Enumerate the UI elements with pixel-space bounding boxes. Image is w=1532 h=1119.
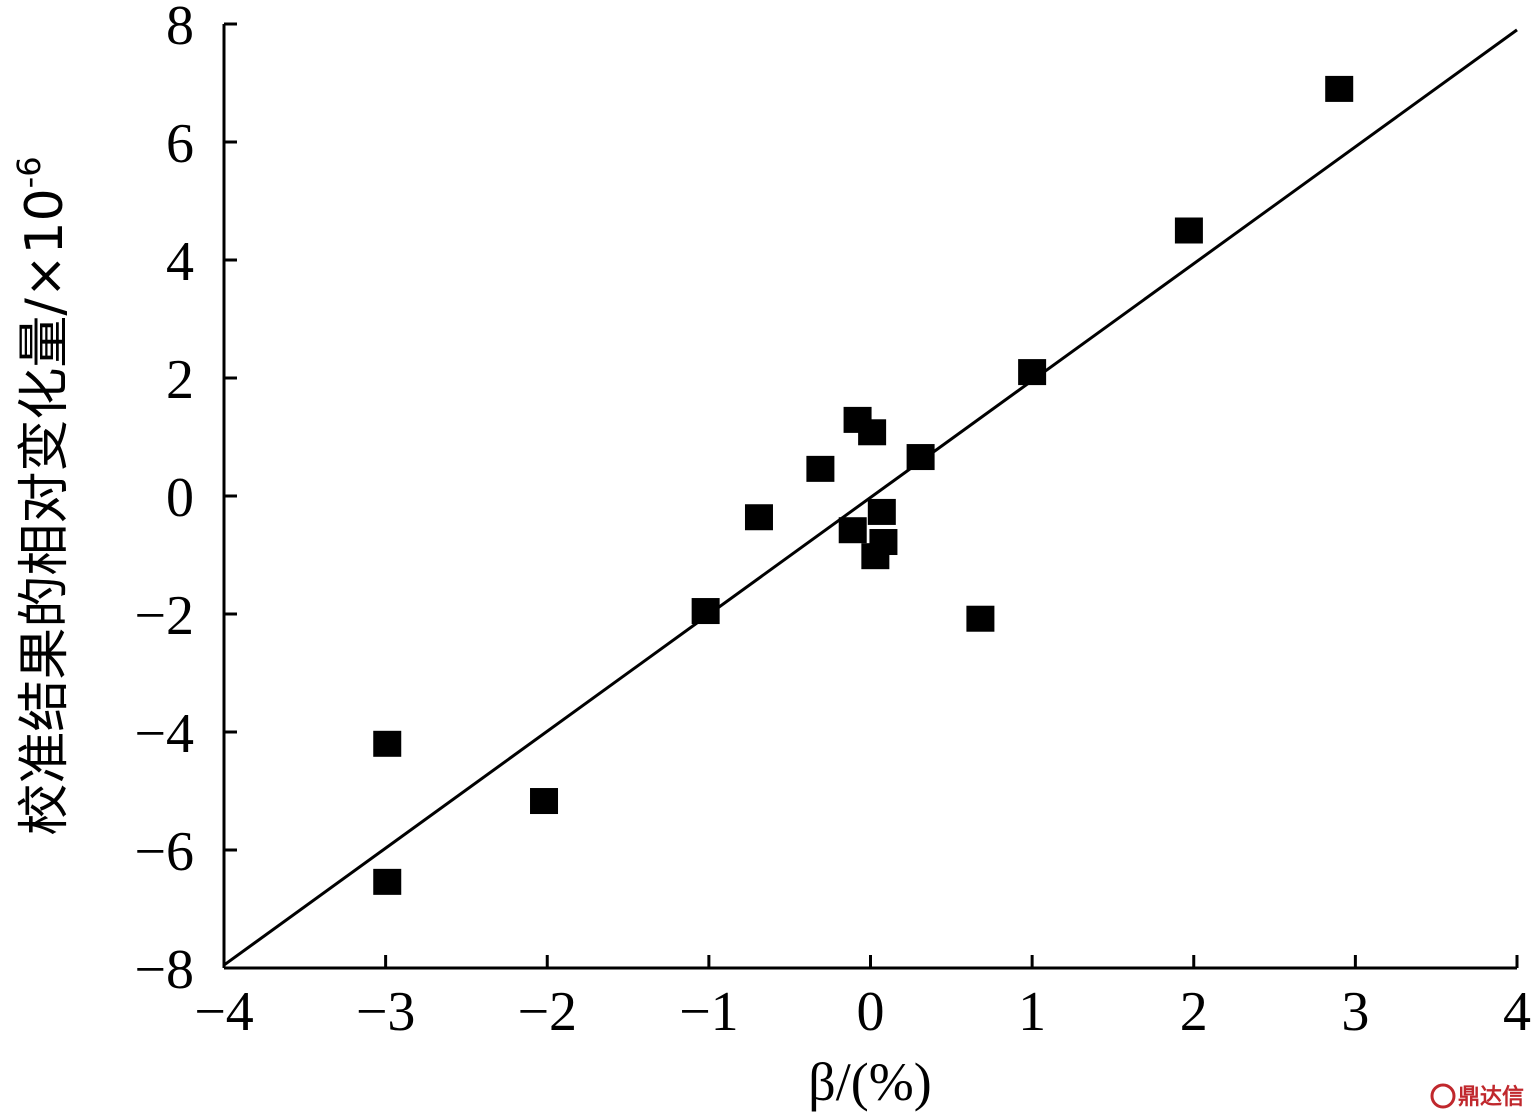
- watermark-logo-icon: [1430, 1083, 1456, 1109]
- x-tick-label: 1: [1018, 981, 1046, 1043]
- data-point: [806, 455, 835, 482]
- y-tick-label: 8: [166, 0, 194, 57]
- y-tick-label: −4: [134, 703, 194, 765]
- x-tick-label: 0: [857, 981, 885, 1043]
- x-tick-label: 3: [1341, 981, 1369, 1043]
- data-point: [744, 504, 773, 531]
- data-point: [1018, 359, 1047, 386]
- data-point: [858, 419, 887, 446]
- x-tick-label: −3: [356, 981, 416, 1043]
- data-point: [1325, 75, 1354, 102]
- y-tick-label: −6: [134, 821, 194, 883]
- y-axis-label-exponent: -6: [10, 156, 48, 188]
- x-tick-label: −1: [679, 981, 739, 1043]
- data-point: [373, 730, 402, 757]
- data-point: [861, 543, 890, 570]
- y-axis-label-main: 校准结果的相对变化量/×10: [15, 188, 75, 835]
- data-point: [966, 605, 995, 632]
- x-tick-label: −2: [517, 981, 577, 1043]
- x-axis-label: β/(%): [808, 1052, 931, 1112]
- y-axis-label: 校准结果的相对变化量/×10-6: [10, 156, 75, 835]
- data-point: [867, 498, 896, 525]
- x-tick-label: 2: [1180, 981, 1208, 1043]
- y-tick-label: 6: [166, 113, 194, 175]
- data-point: [530, 788, 559, 815]
- fit-line: [223, 28, 1518, 967]
- points-group: [373, 75, 1354, 895]
- y-tick-label: −2: [134, 585, 194, 647]
- fit-line-group: [223, 28, 1518, 967]
- y-tick-label: 4: [166, 231, 194, 293]
- axes: −4 −3 −2 −1 0 1 2 3 4 −8 −6 −4 −2 0 2 4 6 8: [134, 0, 1531, 1043]
- y-tick-label: 0: [166, 467, 194, 529]
- watermark: 鼎达信: [1458, 1084, 1524, 1110]
- data-point: [906, 444, 935, 471]
- x-tick-label: −4: [194, 981, 254, 1043]
- data-point: [838, 517, 867, 544]
- y-tick-label: 2: [166, 349, 194, 411]
- data-point: [691, 598, 720, 625]
- x-tick-label: 4: [1503, 981, 1531, 1043]
- y-tick-label: −8: [134, 939, 194, 1001]
- data-point: [373, 868, 402, 895]
- data-point: [1174, 217, 1203, 244]
